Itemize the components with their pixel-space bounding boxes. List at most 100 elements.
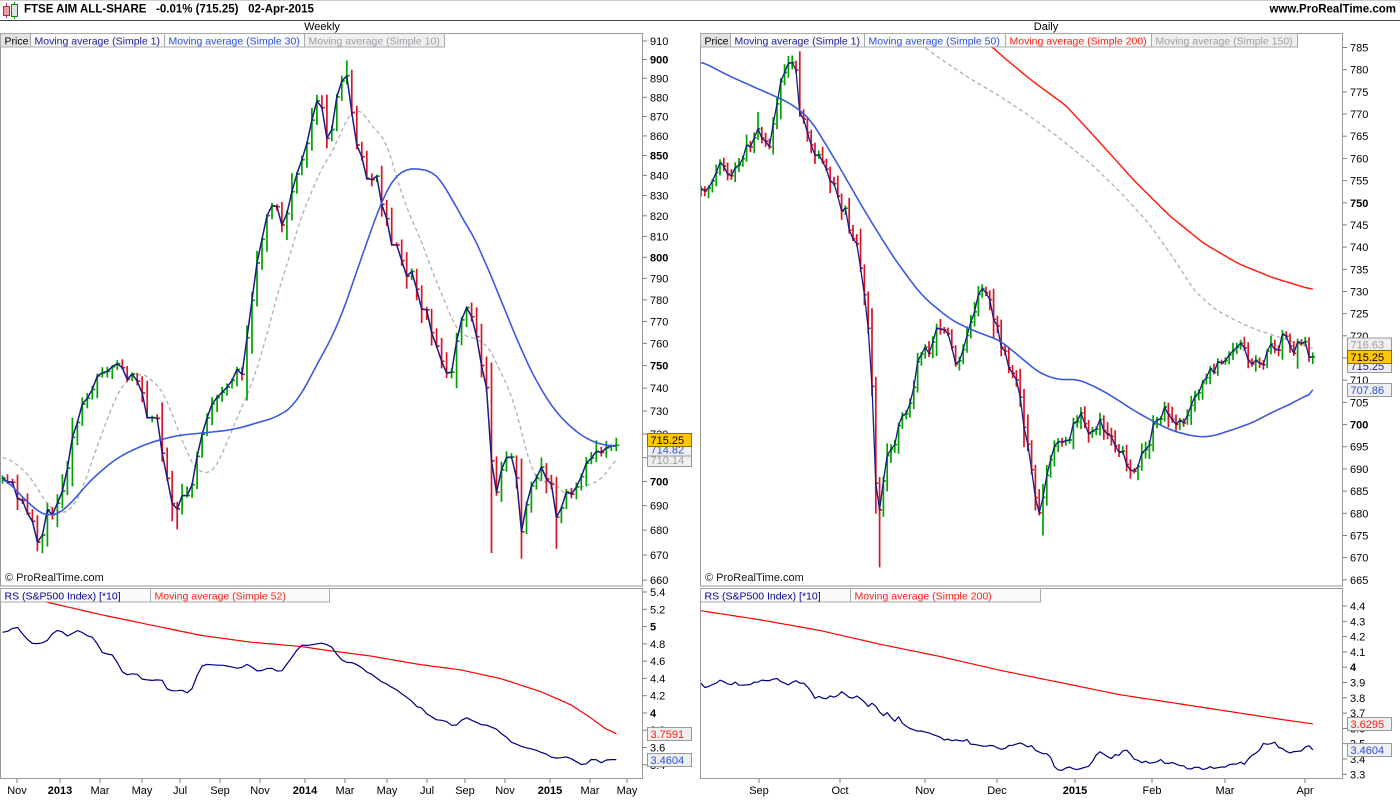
svg-text:685: 685 [1350, 486, 1368, 498]
svg-text:750: 750 [1350, 198, 1368, 210]
svg-text:3.7591: 3.7591 [651, 729, 685, 741]
svg-text:735: 735 [1350, 264, 1368, 276]
svg-text:Mar: Mar [581, 785, 600, 797]
svg-text:May: May [132, 785, 153, 797]
svg-text:700: 700 [650, 476, 668, 488]
svg-text:Daily: Daily [1034, 21, 1059, 33]
svg-text:755: 755 [1350, 176, 1368, 188]
svg-text:780: 780 [1350, 65, 1368, 77]
svg-text:Moving average (Simple 52): Moving average (Simple 52) [155, 591, 286, 603]
svg-text:3.8: 3.8 [1350, 693, 1365, 705]
svg-text:Mar: Mar [91, 785, 110, 797]
svg-text:5.2: 5.2 [650, 604, 665, 616]
svg-text:FTSE AIM ALL-SHARE -0.01% (7: FTSE AIM ALL-SHARE -0.01% (715.25) 02-Ap… [24, 4, 315, 16]
svg-text:May: May [377, 785, 398, 797]
svg-text:715.25: 715.25 [651, 435, 685, 447]
svg-text:Sep: Sep [749, 785, 769, 797]
svg-text:Mar: Mar [336, 785, 355, 797]
svg-text:715.25: 715.25 [1351, 352, 1385, 364]
svg-text:670: 670 [1350, 553, 1368, 565]
svg-text:3.3: 3.3 [1350, 769, 1365, 781]
svg-text:800: 800 [650, 252, 668, 264]
svg-text:Price: Price [705, 36, 729, 48]
svg-text:Jul: Jul [420, 785, 434, 797]
svg-text:690: 690 [650, 501, 668, 513]
svg-text:705: 705 [1350, 397, 1368, 409]
svg-text:750: 750 [650, 361, 668, 373]
svg-text:710.14: 710.14 [651, 455, 685, 467]
svg-text:675: 675 [1350, 531, 1368, 543]
svg-text:www.ProRealTime.com: www.ProRealTime.com [1268, 4, 1396, 16]
svg-text:Price: Price [5, 36, 29, 48]
svg-text:870: 870 [650, 112, 668, 124]
svg-text:760: 760 [650, 338, 668, 350]
svg-text:740: 740 [650, 383, 668, 395]
svg-text:Moving average (Simple 10): Moving average (Simple 10) [309, 36, 440, 48]
svg-text:880: 880 [650, 92, 668, 104]
svg-text:770: 770 [1350, 109, 1368, 121]
svg-text:660: 660 [650, 575, 668, 587]
svg-text:2014: 2014 [293, 785, 318, 797]
svg-text:© ProRealTime.com: © ProRealTime.com [705, 572, 804, 584]
svg-text:4.2: 4.2 [1350, 632, 1365, 644]
svg-text:775: 775 [1350, 87, 1368, 99]
svg-text:RS (S&P500 Index) [*10]: RS (S&P500 Index) [*10] [5, 591, 121, 603]
svg-text:3.4604: 3.4604 [1351, 745, 1385, 757]
svg-text:745: 745 [1350, 220, 1368, 232]
svg-text:3.9: 3.9 [1350, 678, 1365, 690]
svg-text:Jul: Jul [173, 785, 187, 797]
svg-text:890: 890 [650, 73, 668, 85]
svg-text:830: 830 [650, 191, 668, 203]
svg-text:700: 700 [1350, 420, 1368, 432]
svg-text:670: 670 [650, 550, 668, 562]
svg-text:4.1: 4.1 [1350, 647, 1365, 659]
svg-text:Oct: Oct [831, 785, 848, 797]
svg-text:Moving average (Simple 30): Moving average (Simple 30) [169, 36, 300, 48]
svg-text:790: 790 [650, 273, 668, 285]
svg-text:Moving average (Simple 200): Moving average (Simple 200) [1010, 36, 1147, 48]
svg-text:840: 840 [650, 170, 668, 182]
svg-text:4.8: 4.8 [650, 639, 665, 651]
svg-text:Sep: Sep [210, 785, 230, 797]
svg-text:765: 765 [1350, 131, 1368, 143]
svg-text:May: May [617, 785, 638, 797]
svg-text:3.6: 3.6 [650, 743, 665, 755]
svg-text:4.3: 4.3 [1350, 616, 1365, 628]
svg-text:665: 665 [1350, 575, 1368, 587]
svg-text:Weekly: Weekly [304, 21, 340, 33]
svg-text:Moving average (Simple 1): Moving average (Simple 1) [735, 36, 860, 48]
svg-text:Dec: Dec [987, 785, 1007, 797]
svg-text:695: 695 [1350, 442, 1368, 454]
svg-text:2013: 2013 [48, 785, 72, 797]
svg-text:690: 690 [1350, 464, 1368, 476]
svg-text:680: 680 [1350, 508, 1368, 520]
svg-text:4: 4 [1350, 662, 1357, 674]
svg-text:4.2: 4.2 [650, 691, 665, 703]
svg-text:860: 860 [650, 131, 668, 143]
svg-text:4.6: 4.6 [650, 656, 665, 668]
svg-text:Nov: Nov [915, 785, 935, 797]
svg-text:780: 780 [650, 295, 668, 307]
svg-text:680: 680 [650, 525, 668, 537]
svg-text:820: 820 [650, 211, 668, 223]
svg-text:4: 4 [650, 708, 657, 720]
svg-text:810: 810 [650, 231, 668, 243]
svg-text:740: 740 [1350, 242, 1368, 254]
svg-text:Apr: Apr [1296, 785, 1313, 797]
svg-text:850: 850 [650, 151, 668, 163]
svg-text:Nov: Nov [495, 785, 515, 797]
svg-text:Mar: Mar [1216, 785, 1235, 797]
svg-text:Nov: Nov [7, 785, 27, 797]
svg-text:Sep: Sep [455, 785, 475, 797]
svg-text:3.4604: 3.4604 [651, 755, 685, 767]
svg-text:4.4: 4.4 [1350, 601, 1365, 613]
svg-text:2015: 2015 [1063, 785, 1087, 797]
svg-text:785: 785 [1350, 43, 1368, 55]
svg-text:707.86: 707.86 [1351, 385, 1385, 397]
svg-text:900: 900 [650, 55, 668, 67]
svg-text:2015: 2015 [538, 785, 562, 797]
svg-text:770: 770 [650, 316, 668, 328]
svg-text:3.6295: 3.6295 [1351, 719, 1385, 731]
svg-text:910: 910 [650, 36, 668, 48]
svg-text:RS (S&P500 Index) [*10]: RS (S&P500 Index) [*10] [705, 591, 821, 603]
